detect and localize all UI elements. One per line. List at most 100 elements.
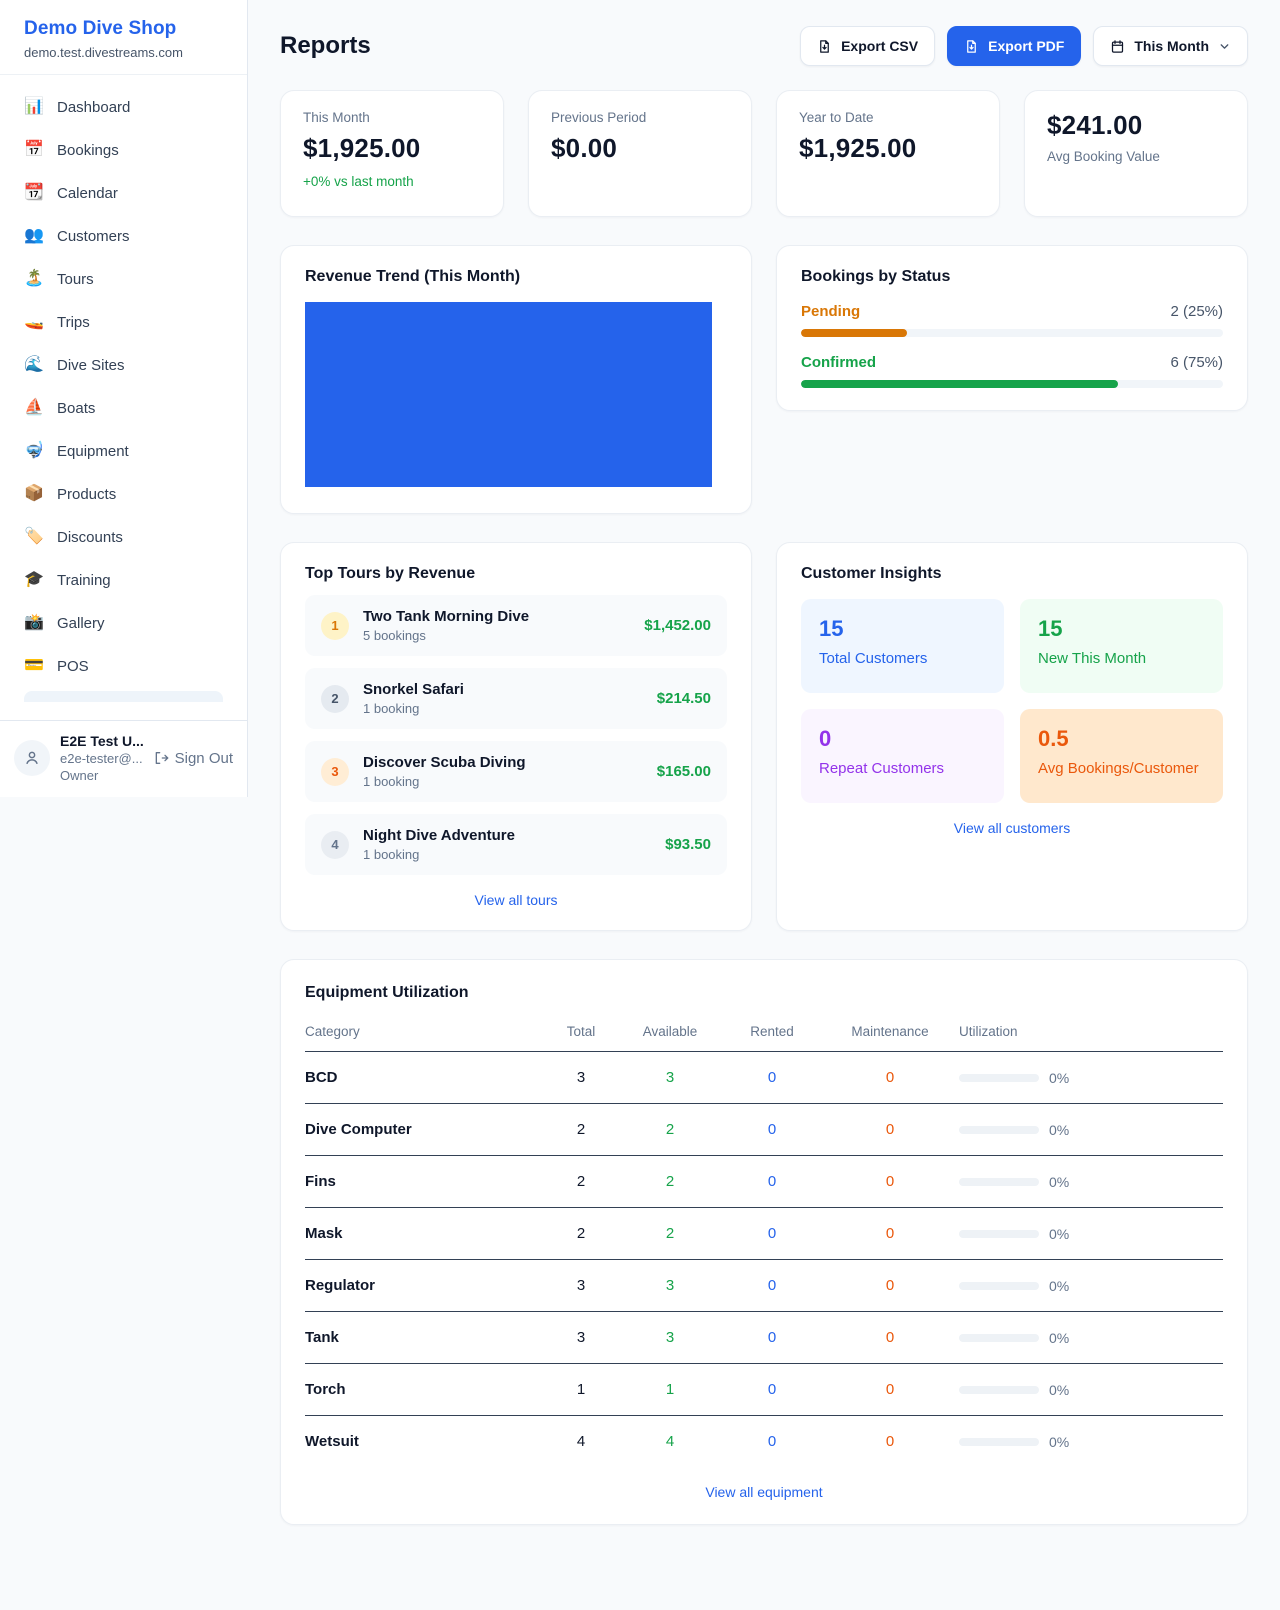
equipment-rented: 0 (723, 1259, 821, 1312)
sidebar-item-trips[interactable]: 🚤 Trips (12, 304, 235, 340)
sidebar-item-bookings[interactable]: 📅 Bookings (12, 132, 235, 168)
rank-badge: 2 (321, 684, 349, 713)
equipment-maintenance: 0 (821, 1155, 959, 1208)
equipment-category: Torch (305, 1363, 545, 1416)
shop-name: Demo Dive Shop (24, 18, 177, 39)
equipment-rented: 0 (723, 1051, 821, 1104)
equipment-rented: 0 (767, 1433, 777, 1450)
stat-value: $1,925.00 (799, 133, 917, 163)
equipment-row: Dive Computer 2 2 0 0 0% (305, 1103, 1223, 1156)
person-icon (26, 751, 38, 764)
tour-revenue: $93.50 (665, 836, 711, 853)
speedboat-icon: 🚤 (24, 313, 44, 330)
insight-label: Repeat Customers (819, 760, 945, 777)
insight-value: 15 (819, 616, 844, 641)
tour-bookings: 1 booking (363, 701, 420, 716)
tour-bookings: 5 bookings (363, 628, 426, 643)
header-actions: Export CSV Export PDF This Month (800, 26, 1248, 66)
equipment-available: 1 (617, 1363, 723, 1416)
stat-card-year-to-date: Year to Date $1,925.00 (776, 90, 1000, 217)
equipment-total: 3 (545, 1051, 617, 1104)
tour-item: 2 Snorkel Safari 1 booking $214.50 (305, 668, 727, 729)
column-header-maintenance: Maintenance (821, 1014, 959, 1052)
tour-revenue: $165.00 (656, 763, 711, 780)
equipment-utilization: 0% (959, 1259, 1223, 1312)
sidebar-item-pos[interactable]: 💳 POS (12, 648, 235, 684)
tour-bookings: 1 booking (363, 774, 420, 789)
dive-mask-icon: 🤿 (24, 442, 44, 459)
sidebar-item-boats[interactable]: ⛵ Boats (12, 390, 235, 426)
sidebar-item-dive-sites[interactable]: 🌊 Dive Sites (12, 347, 235, 383)
utilization-percent: 0% (1049, 1329, 1070, 1346)
page-header: Reports Export CSV Export PDF This Month (280, 26, 1248, 66)
view-all-tours-link[interactable]: View all tours (474, 892, 558, 908)
sidebar-item-tours[interactable]: 🏝️ Tours (12, 261, 235, 297)
stat-label: Avg Booking Value (1047, 149, 1160, 164)
tour-info: Night Dive Adventure 1 booking (363, 827, 515, 862)
stat-delta: +0% vs last month (303, 174, 414, 189)
customer-insights-title: Customer Insights (801, 565, 942, 582)
status-bar-fill-0 (801, 329, 907, 337)
status-bar-track (801, 329, 1223, 337)
stat-value: $241.00 (1047, 110, 1143, 140)
sidebar-item-products[interactable]: 📦 Products (12, 476, 235, 512)
avatar (14, 740, 50, 776)
column-header-utilization: Utilization (959, 1014, 1223, 1052)
sign-out-button[interactable]: Sign Out (153, 750, 233, 767)
status-row-confirmed: Confirmed 6 (75%) (801, 354, 1223, 388)
sidebar-item-reports-partial[interactable] (24, 691, 223, 702)
sailboat-icon: ⛵ (24, 399, 44, 416)
equipment-header-row: Category Total Available Rented Maintena… (305, 1014, 1223, 1052)
sidebar-item-customers[interactable]: 👥 Customers (12, 218, 235, 254)
tour-item: 3 Discover Scuba Diving 1 booking $165.0… (305, 741, 727, 802)
utilization-bar (959, 1229, 1039, 1238)
file-download-icon (967, 39, 976, 53)
tour-item: 1 Two Tank Morning Dive 5 bookings $1,45… (305, 595, 727, 656)
sidebar-item-calendar[interactable]: 📆 Calendar (12, 175, 235, 211)
utilization-bar (959, 1177, 1039, 1186)
bookings-by-status-title: Bookings by Status (801, 268, 951, 285)
equipment-utilization-card: Equipment Utilization Category Total Ava… (280, 959, 1248, 1525)
utilization-bar (959, 1281, 1039, 1290)
sidebar-item-training[interactable]: 🎓 Training (12, 562, 235, 598)
tour-revenue: $1,452.00 (644, 617, 711, 634)
equipment-available: 3 (617, 1311, 723, 1364)
sidebar-item-discounts[interactable]: 🏷️ Discounts (12, 519, 235, 555)
stat-label: Previous Period (551, 110, 647, 125)
sidebar-item-label: Boats (57, 399, 96, 417)
sidebar-item-equipment[interactable]: 🤿 Equipment (12, 433, 235, 469)
credit-card-icon: 💳 (24, 657, 44, 674)
sidebar-item-label: Equipment (57, 442, 129, 460)
equipment-utilization: 0% (959, 1363, 1223, 1416)
equipment-table-body: BCD 3 3 0 0 0% Dive Computer 2 2 0 0 0% Fins 2 2 0 0 0% Ma… (305, 1051, 1223, 1468)
equipment-maintenance: 0 (821, 1207, 959, 1260)
stat-label: Year to Date (799, 110, 874, 125)
revenue-trend-card: Revenue Trend (This Month) (280, 245, 752, 514)
view-all-customers-link[interactable]: View all customers (953, 820, 1071, 836)
export-csv-button[interactable]: Export CSV (800, 26, 936, 66)
equipment-utilization: 0% (959, 1155, 1223, 1208)
equipment-total: 4 (576, 1433, 586, 1450)
calendar-icon (1112, 39, 1124, 53)
equipment-rented: 0 (723, 1311, 821, 1364)
stat-card-this-month: This Month $1,925.00 +0% vs last month (280, 90, 504, 217)
sidebar-item-label: Gallery (57, 614, 105, 632)
equipment-utilization-title: Equipment Utilization (305, 984, 469, 1001)
export-pdf-button[interactable]: Export PDF (947, 26, 1082, 66)
rank-badge: 1 (321, 611, 349, 640)
customer-insights-card: Customer Insights 15 Total Customers 15 … (776, 542, 1248, 931)
equipment-row: Wetsuit 4 4 0 0 0% (305, 1416, 1223, 1468)
sign-out-label: Sign Out (174, 749, 233, 767)
utilization-percent: 0% (1049, 1225, 1070, 1242)
sidebar-item-dashboard[interactable]: 📊 Dashboard (12, 89, 235, 125)
view-all-equipment-link[interactable]: View all equipment (705, 1484, 823, 1500)
tour-info: Discover Scuba Diving 1 booking (363, 754, 526, 789)
insight-tile-repeat-customers: 0 Repeat Customers (801, 709, 1004, 803)
top-tours-card: Top Tours by Revenue 1 Two Tank Morning … (280, 542, 752, 931)
column-header-total: Total (545, 1014, 617, 1052)
sidebar-item-gallery[interactable]: 📸 Gallery (12, 605, 235, 641)
equipment-rented: 0 (723, 1155, 821, 1208)
period-dropdown[interactable]: This Month (1093, 26, 1248, 66)
insight-label: New This Month (1038, 650, 1147, 667)
utilization-bar (959, 1385, 1039, 1394)
